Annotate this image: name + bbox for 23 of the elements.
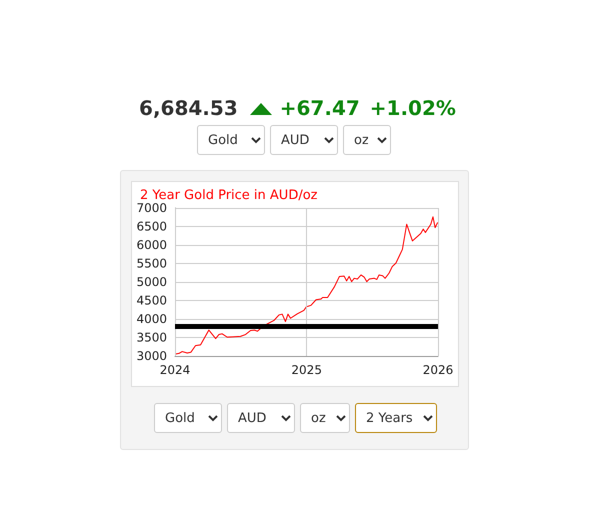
y-tick-label: 6000 <box>136 238 167 252</box>
text: Gold <box>197 125 265 155</box>
x-tick-label: 2026 <box>422 363 454 377</box>
text: 6,684.53 <box>139 96 238 120</box>
x-tick-label: 2024 <box>160 363 190 377</box>
y-tick-label: 3500 <box>136 330 167 344</box>
text: oz <box>300 403 350 433</box>
y-tick-label: 7000 <box>136 201 167 215</box>
text: AUD <box>270 125 338 155</box>
x-tick-label: 2025 <box>291 363 322 377</box>
text: +1.02% <box>370 96 456 120</box>
y-tick-label: 6500 <box>136 220 167 234</box>
y-tick-label: 4500 <box>136 294 167 308</box>
text: oz <box>343 125 391 155</box>
y-tick-label: 5500 <box>136 256 167 270</box>
text: AUD <box>227 403 295 433</box>
text: +67.47 <box>280 96 360 120</box>
y-tick-label: 5000 <box>136 275 167 289</box>
y-tick-label: 4000 <box>136 312 167 326</box>
chart-title: 2 Year Gold Price in AUD/oz <box>140 188 318 203</box>
text: 2 Years <box>355 403 437 433</box>
y-tick-label: 3000 <box>136 349 167 363</box>
text: Gold <box>154 403 222 433</box>
